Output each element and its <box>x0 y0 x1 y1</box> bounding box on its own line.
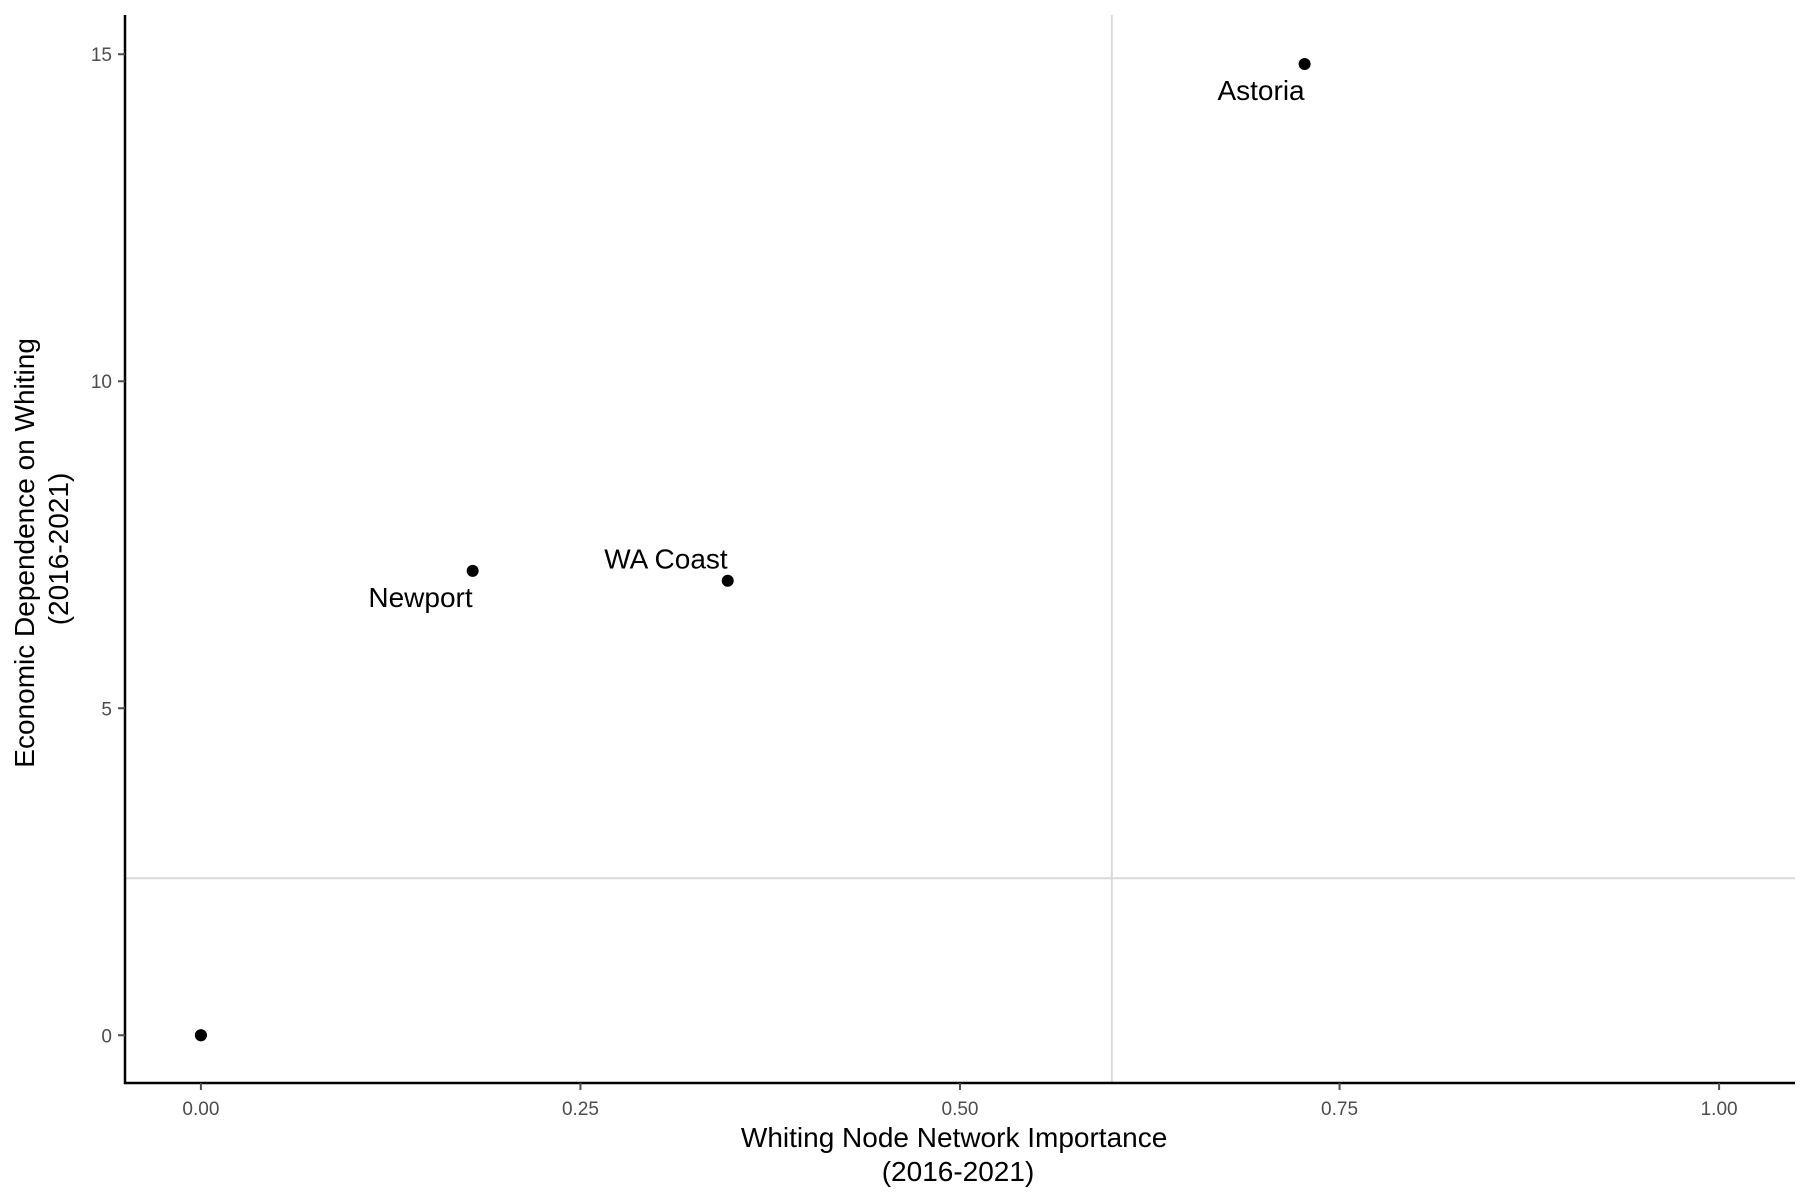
y-tick-label: 15 <box>91 45 112 66</box>
point-label: WA Coast <box>604 544 728 575</box>
x-axis-title-line-2: (2016-2021) <box>882 1156 1035 1187</box>
point-label: Astoria <box>1217 75 1305 106</box>
x-tick-label: 1.00 <box>1701 1099 1738 1120</box>
data-point <box>466 564 479 577</box>
point-labels: Newport WA Coast Astoria <box>368 75 1305 613</box>
data-points <box>194 58 1311 1042</box>
data-point <box>1298 58 1311 71</box>
x-tick-label: 0.25 <box>562 1099 599 1120</box>
y-axis-ticks: 0 5 10 15 <box>91 45 125 1047</box>
reference-lines <box>125 15 1795 1083</box>
point-label: Newport <box>368 582 472 613</box>
x-tick-label: 0.50 <box>942 1099 979 1120</box>
y-tick-label: 5 <box>101 699 112 720</box>
data-point <box>721 574 734 587</box>
y-axis-title-line-1: Economic Dependence on Whiting <box>9 338 40 768</box>
x-axis-title-line-1: Whiting Node Network Importance <box>741 1122 1167 1153</box>
y-tick-label: 10 <box>91 372 112 393</box>
x-tick-label: 0.75 <box>1321 1099 1358 1120</box>
y-tick-label: 0 <box>101 1026 112 1047</box>
x-axis-title: Whiting Node Network Importance (2016-20… <box>741 1122 1175 1187</box>
y-axis-title: Economic Dependence on Whiting (2016-202… <box>9 330 74 767</box>
data-point <box>194 1029 207 1042</box>
x-axis-ticks: 0.00 0.25 0.50 0.75 1.00 <box>182 1083 1738 1120</box>
y-axis-title-line-2: (2016-2021) <box>43 473 74 626</box>
x-tick-label: 0.00 <box>182 1099 219 1120</box>
